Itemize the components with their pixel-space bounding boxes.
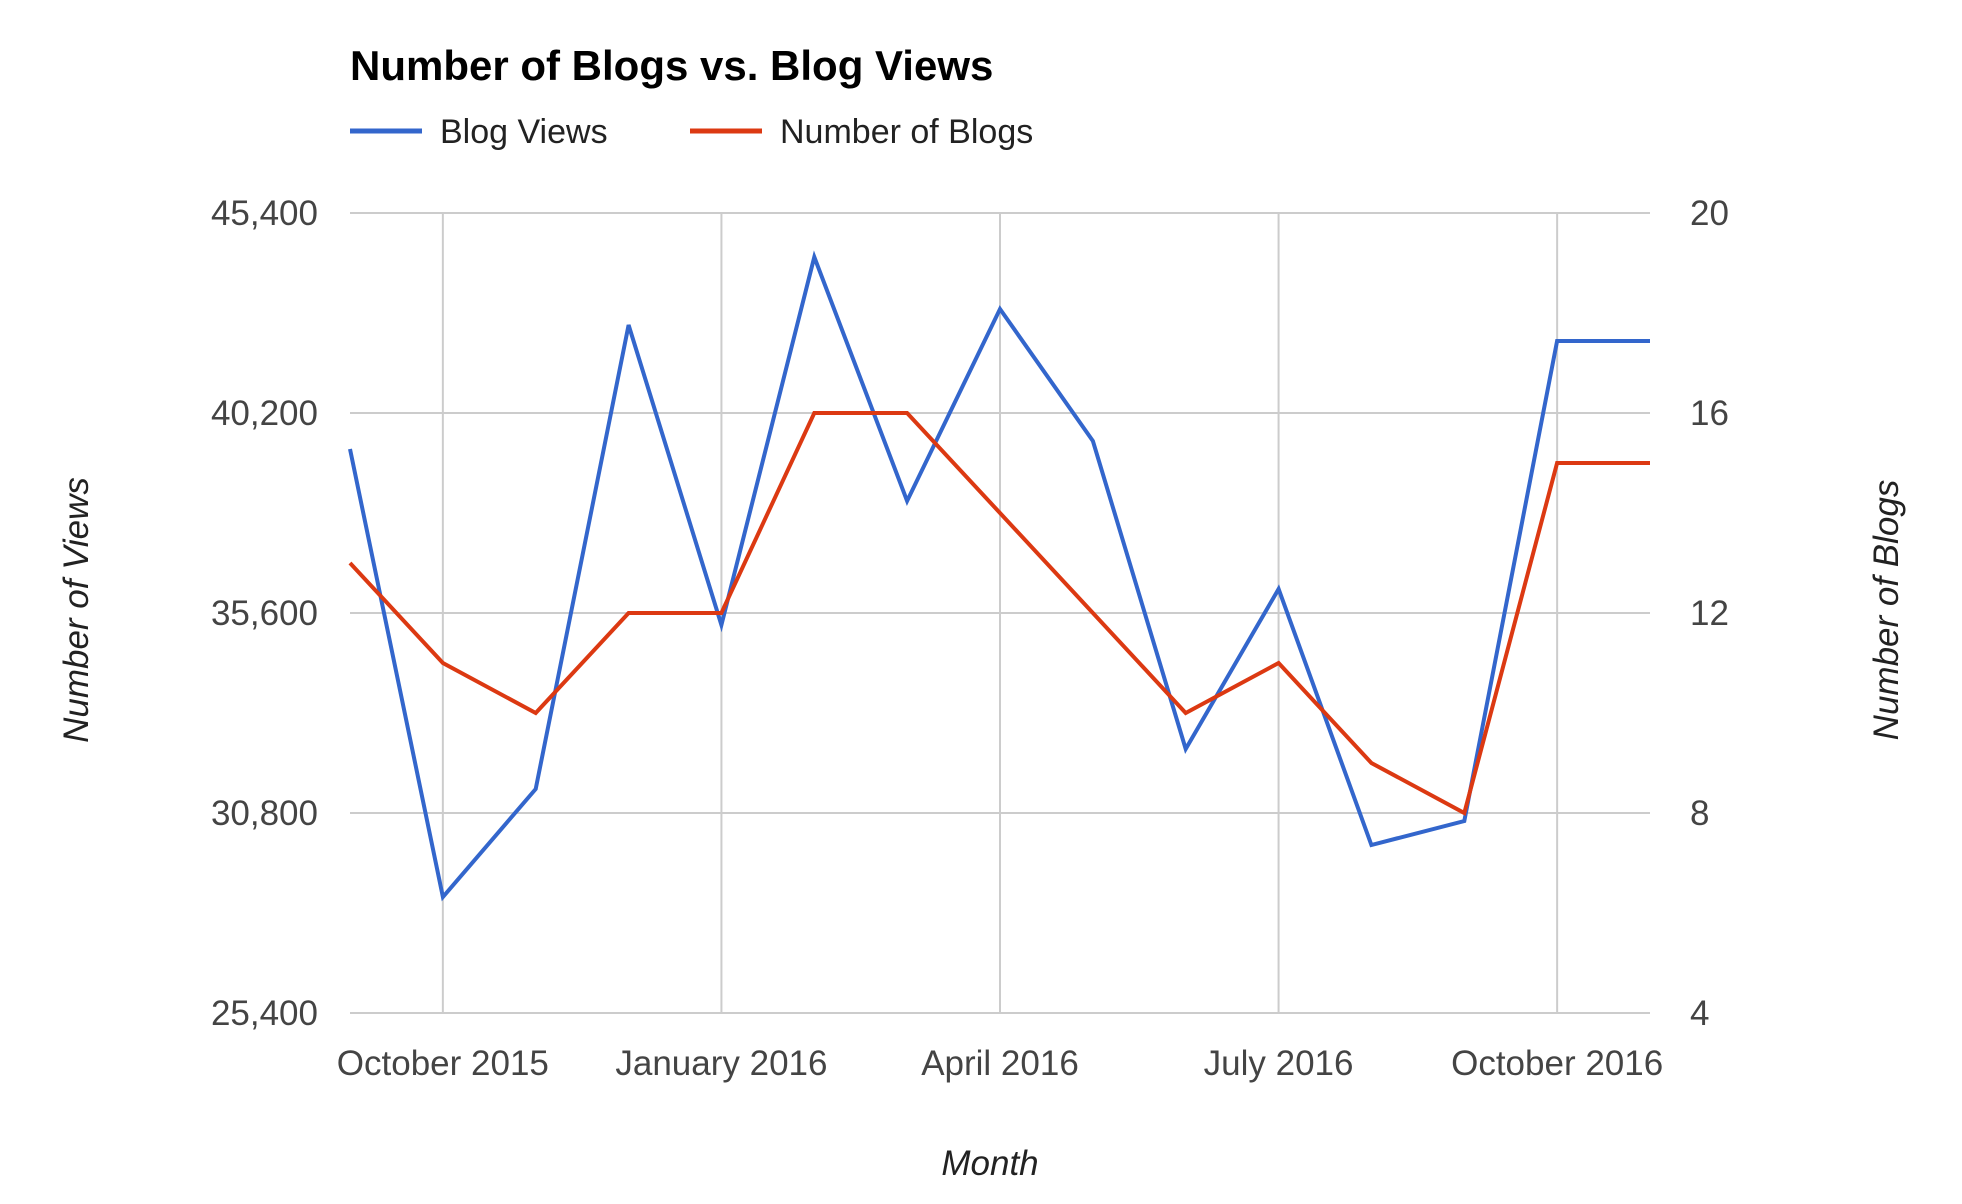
axis-ticks: 45,400 20 40,200 16 35,600 12 30,800 8 25,400 4 Oc… <box>211 194 1729 1083</box>
y-axis-title-left: Number of Views <box>57 477 96 743</box>
x-tick-label: January 2016 <box>615 1044 827 1083</box>
y-tick-label-right: 8 <box>1690 794 1709 833</box>
x-tick-label: October 2016 <box>1451 1044 1663 1083</box>
y-tick-label-left: 30,800 <box>211 794 318 833</box>
chart-title: Number of Blogs vs. Blog Views <box>350 42 993 89</box>
y-tick-label-left: 35,600 <box>211 594 318 633</box>
gridlines <box>350 212 1650 1014</box>
y-tick-label-right: 4 <box>1690 994 1709 1033</box>
y-tick-label-left: 25,400 <box>211 994 318 1033</box>
series-line-number-of-blogs <box>348 411 1650 816</box>
y-tick-label-right: 12 <box>1690 594 1729 633</box>
x-tick-label: October 2015 <box>337 1044 549 1083</box>
x-axis-title: Month <box>941 1144 1038 1183</box>
legend-label-number-of-blogs: Number of Blogs <box>780 113 1033 151</box>
legend: Blog Views Number of Blogs <box>350 113 1033 151</box>
series-line-blog-views <box>348 250 1650 902</box>
y-tick-label-right: 16 <box>1690 394 1729 433</box>
legend-label-blog-views: Blog Views <box>440 113 608 151</box>
y-axis-title-right: Number of Blogs <box>1867 480 1906 741</box>
y-tick-label-left: 45,400 <box>211 194 318 233</box>
y-tick-label-right: 20 <box>1690 194 1729 233</box>
series-lines <box>348 250 1650 902</box>
x-tick-label: July 2016 <box>1204 1044 1354 1083</box>
y-tick-label-left: 40,200 <box>211 394 318 433</box>
x-tick-label: April 2016 <box>921 1044 1079 1083</box>
